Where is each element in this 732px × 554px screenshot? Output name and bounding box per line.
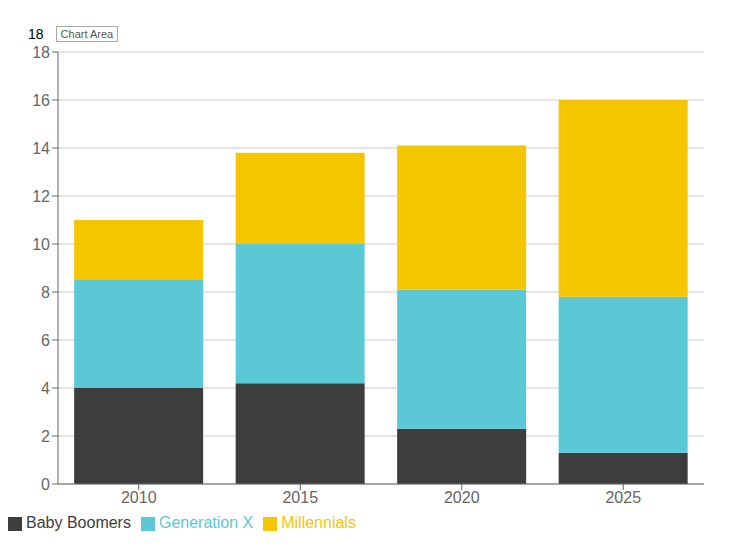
svg-text:2015: 2015 (282, 489, 318, 506)
svg-text:8: 8 (41, 284, 50, 301)
svg-text:18: 18 (32, 44, 50, 61)
svg-text:2020: 2020 (444, 489, 480, 506)
svg-text:0: 0 (41, 476, 50, 493)
svg-text:2: 2 (41, 428, 50, 445)
html-text:18: 18 (28, 26, 44, 42)
svg-text:2025: 2025 (605, 489, 641, 506)
svg-text:6: 6 (41, 332, 50, 349)
svg-text:10: 10 (32, 236, 50, 253)
svg-text:14: 14 (32, 140, 50, 157)
html-text:Chart Area: Chart Area (60, 28, 114, 40)
svg-text:12: 12 (32, 188, 50, 205)
html-text:Generation X: Generation X (158, 514, 254, 531)
html-text:Millennials: Millennials (281, 514, 356, 531)
svg-text:4: 4 (41, 380, 50, 397)
svg-text:2010: 2010 (121, 489, 157, 506)
svg-text:16: 16 (32, 92, 50, 109)
html-text:Baby Boomers: Baby Boomers (26, 514, 131, 531)
